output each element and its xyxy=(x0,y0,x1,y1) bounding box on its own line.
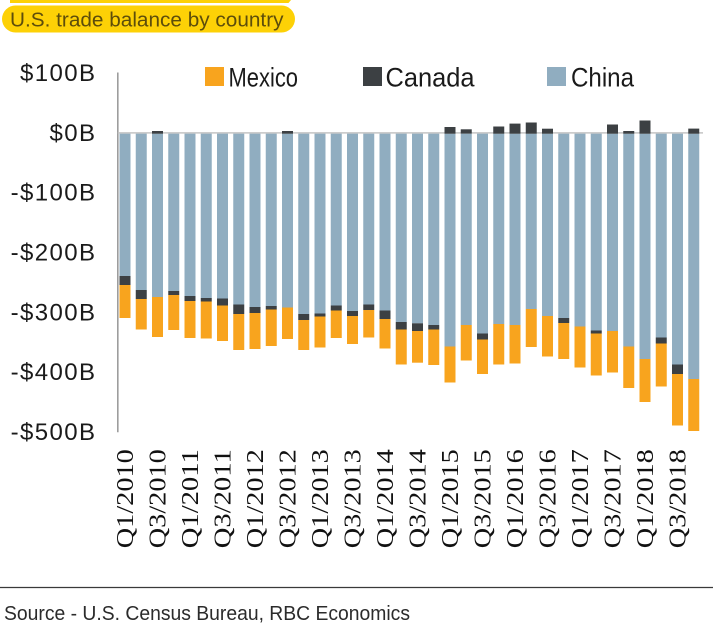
svg-text:-$200B: -$200B xyxy=(11,240,97,267)
svg-text:Q1/2015: Q1/2015 xyxy=(438,449,464,548)
svg-text:Q3/2018: Q3/2018 xyxy=(666,449,692,548)
svg-text:Q1/2011: Q1/2011 xyxy=(178,449,204,548)
svg-text:Mexico: Mexico xyxy=(229,63,299,93)
svg-text:Q3/2010: Q3/2010 xyxy=(146,449,172,548)
svg-text:Q1/2010: Q1/2010 xyxy=(113,449,139,548)
svg-text:-$300B: -$300B xyxy=(11,299,97,326)
svg-text:Q3/2014: Q3/2014 xyxy=(406,449,432,548)
svg-text:-$500B: -$500B xyxy=(11,419,97,446)
svg-text:Q1/2013: Q1/2013 xyxy=(308,449,334,548)
svg-text:Q1/2012: Q1/2012 xyxy=(243,449,269,548)
svg-text:Q3/2016: Q3/2016 xyxy=(536,449,562,548)
svg-text:U.S. trade balance by country: U.S. trade balance by country xyxy=(10,9,284,31)
svg-text:$0B: $0B xyxy=(49,120,96,147)
svg-text:Q1/2014: Q1/2014 xyxy=(373,449,399,548)
svg-text:Q3/2015: Q3/2015 xyxy=(471,449,497,548)
svg-text:Q3/2013: Q3/2013 xyxy=(341,449,367,548)
svg-text:Q3/2011: Q3/2011 xyxy=(211,449,237,548)
svg-text:-$100B: -$100B xyxy=(11,180,97,207)
svg-text:Q1/2016: Q1/2016 xyxy=(503,449,529,548)
svg-text:$100B: $100B xyxy=(20,60,96,87)
svg-text:China: China xyxy=(571,63,635,93)
svg-text:Source - U.S. Census Bureau, R: Source - U.S. Census Bureau, RBC Economi… xyxy=(4,602,410,625)
svg-text:Q1/2017: Q1/2017 xyxy=(568,449,594,548)
svg-text:Q1/2018: Q1/2018 xyxy=(633,449,659,548)
svg-text:-$400B: -$400B xyxy=(11,359,97,386)
svg-text:Q3/2012: Q3/2012 xyxy=(276,449,302,548)
svg-text:Canada: Canada xyxy=(386,63,476,93)
svg-text:Q3/2017: Q3/2017 xyxy=(601,449,627,548)
